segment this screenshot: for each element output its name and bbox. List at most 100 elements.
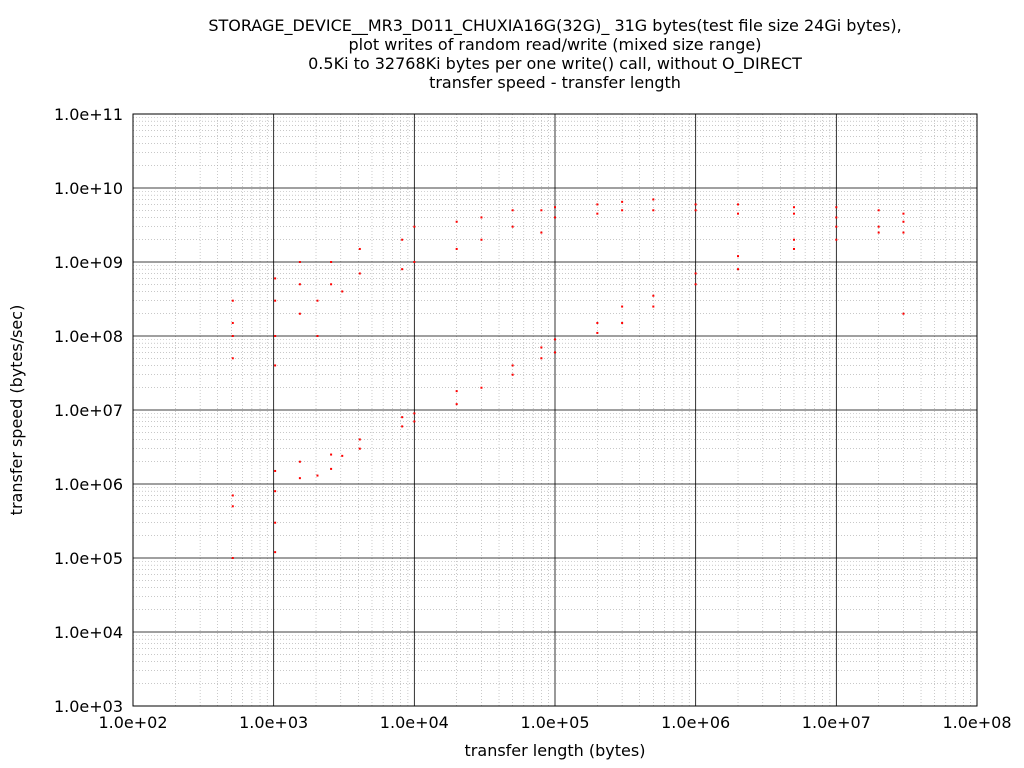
y-axis-label: transfer speed (bytes/sec) [7, 305, 26, 516]
data-point [298, 477, 301, 480]
data-point [480, 238, 483, 241]
data-point [455, 247, 458, 250]
data-point [540, 357, 543, 360]
data-point [274, 551, 277, 554]
data-point [298, 312, 301, 315]
data-point [596, 203, 599, 206]
data-point [330, 467, 333, 470]
data-point [274, 277, 277, 280]
data-point [511, 209, 514, 212]
x-tick-label: 1.0e+04 [380, 713, 449, 732]
y-tick-labels: 1.0e+03 1.0e+04 1.0e+05 1.0e+06 1.0e+07 1.0e+… [54, 105, 123, 716]
plot-frame [132, 113, 978, 707]
data-point [330, 261, 333, 263]
major-grid [133, 114, 977, 706]
y-tick-label: 1.0e+08 [54, 327, 123, 346]
data-point [792, 247, 795, 250]
data-point [231, 321, 234, 324]
data-point [231, 335, 234, 337]
data-point [274, 490, 277, 493]
data-point [621, 321, 624, 324]
data-point [455, 220, 458, 223]
data-point [274, 521, 277, 524]
data-point [413, 412, 416, 415]
data-point [298, 261, 301, 263]
data-point [792, 238, 795, 241]
data-point [652, 198, 655, 201]
data-point [401, 416, 404, 419]
x-tick-label: 1.0e+05 [520, 713, 589, 732]
data-point [455, 390, 458, 393]
data-point [316, 335, 319, 337]
data-points [231, 198, 905, 559]
x-tick-label: 1.0e+03 [239, 713, 308, 732]
data-point [652, 305, 655, 308]
data-point [298, 460, 301, 463]
data-point [231, 299, 234, 302]
x-tick-label: 1.0e+02 [98, 713, 167, 732]
data-point [401, 425, 404, 428]
x-tick-labels: 1.0e+02 1.0e+03 1.0e+04 1.0e+05 1.0e+06 1.0e+… [98, 713, 1011, 732]
data-point [401, 268, 404, 271]
data-point [511, 225, 514, 228]
data-point [316, 299, 319, 302]
data-point [877, 231, 880, 234]
data-point [596, 331, 599, 334]
data-point [540, 209, 543, 212]
data-point [231, 557, 234, 559]
data-point [737, 268, 740, 271]
y-tick-label: 1.0e+07 [54, 401, 123, 420]
data-point [596, 321, 599, 324]
chart-title: STORAGE_DEVICE__MR3_D011_CHUXIA16G(32G)_… [0, 16, 1024, 92]
y-tick-label: 1.0e+09 [54, 253, 123, 272]
data-point [835, 225, 838, 228]
data-point [902, 312, 905, 315]
data-point [737, 203, 740, 206]
data-point [792, 212, 795, 215]
data-point [231, 357, 234, 360]
data-point [413, 225, 416, 228]
data-point [835, 238, 838, 241]
data-point [413, 420, 416, 423]
data-point [316, 474, 319, 477]
data-point [694, 203, 697, 206]
x-axis-label: transfer length (bytes) [465, 741, 646, 760]
data-point [621, 305, 624, 308]
data-point [455, 403, 458, 406]
data-point [540, 231, 543, 234]
data-point [480, 216, 483, 219]
data-point [652, 209, 655, 212]
data-point [835, 216, 838, 219]
title-line-3: 0.5Ki to 32768Ki bytes per one write() c… [308, 54, 802, 73]
data-point [358, 447, 361, 450]
data-point [511, 373, 514, 376]
data-point [596, 212, 599, 215]
y-tick-label: 1.0e+04 [54, 623, 123, 642]
data-point [341, 290, 344, 293]
data-point [401, 238, 404, 241]
data-point [358, 247, 361, 250]
data-point [274, 299, 277, 302]
data-point [621, 200, 624, 203]
data-point [877, 225, 880, 228]
data-point [231, 494, 234, 497]
data-point [554, 338, 556, 341]
data-point [877, 209, 880, 212]
title-line-1: STORAGE_DEVICE__MR3_D011_CHUXIA16G(32G)_… [208, 16, 902, 35]
x-tick-label: 1.0e+07 [802, 713, 871, 732]
data-point [902, 220, 905, 223]
data-point [274, 364, 277, 367]
data-point [737, 255, 740, 258]
x-tick-label: 1.0e+06 [661, 713, 730, 732]
data-point [835, 206, 838, 209]
y-tick-label: 1.0e+06 [54, 475, 123, 494]
data-point [341, 454, 344, 457]
data-point [274, 335, 277, 337]
data-point [358, 272, 361, 275]
y-tick-label: 1.0e+03 [54, 697, 123, 716]
data-point [330, 283, 333, 286]
data-point [274, 469, 277, 472]
data-point [621, 209, 624, 212]
y-tick-label: 1.0e+10 [54, 179, 123, 198]
